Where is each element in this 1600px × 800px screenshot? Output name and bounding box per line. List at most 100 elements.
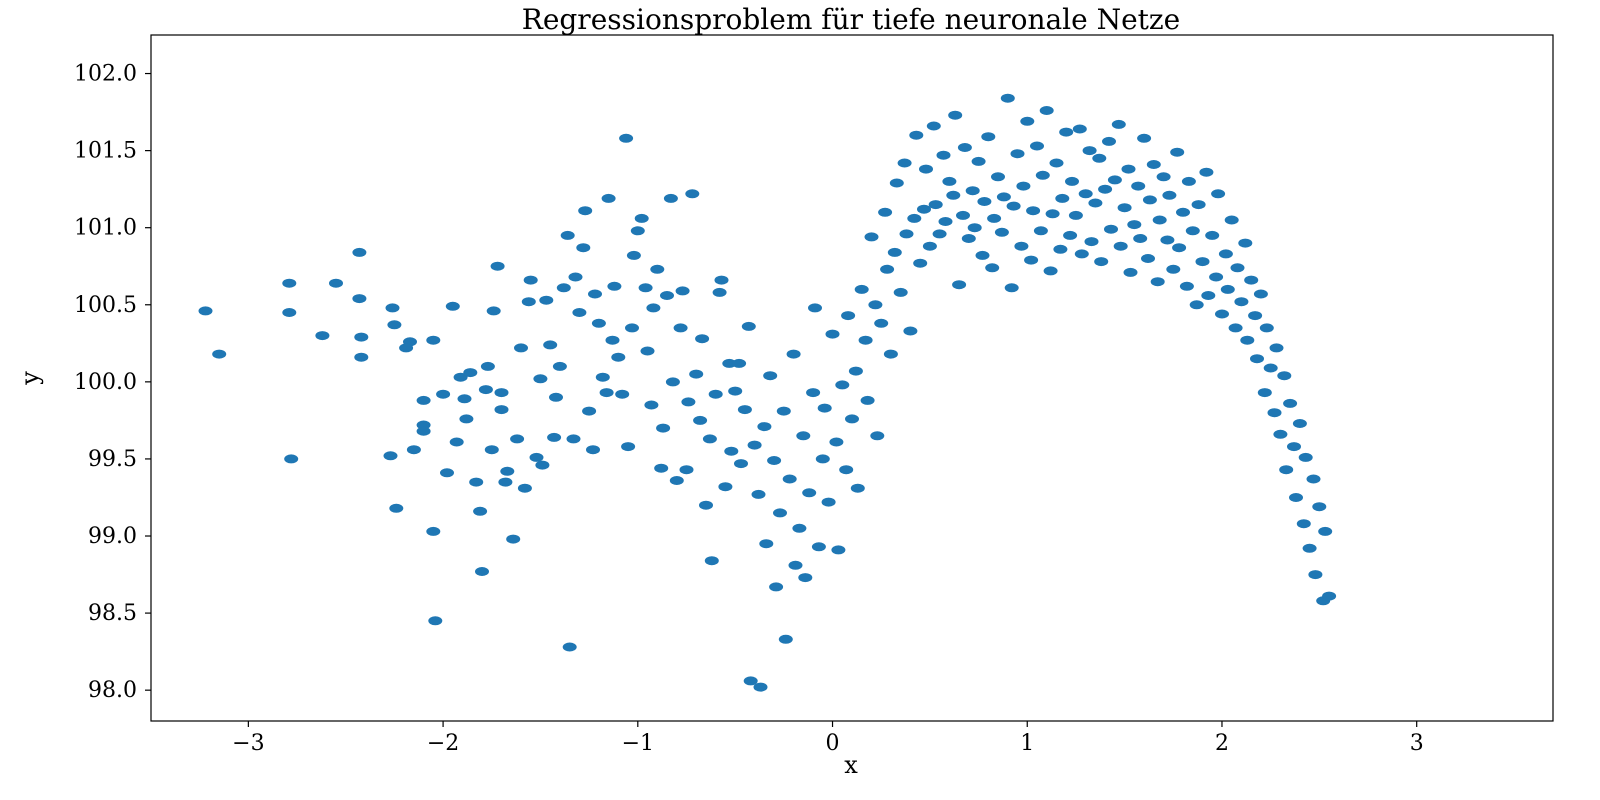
scatter-point: [987, 213, 1002, 223]
scatter-point: [718, 482, 733, 492]
scatter-point: [282, 278, 297, 288]
scatter-point: [1059, 127, 1074, 137]
scatter-point: [646, 303, 661, 313]
scatter-point: [850, 483, 865, 493]
scatter-point: [956, 210, 970, 220]
scatter-point: [854, 284, 869, 294]
scatter-point: [1049, 158, 1064, 168]
scatter-point: [977, 197, 992, 206]
scatter-point: [1152, 215, 1167, 225]
scatter-point: [936, 150, 951, 160]
scatter-point: [1224, 215, 1239, 225]
scatter-point: [533, 374, 548, 384]
scatter-point: [695, 334, 710, 344]
scatter-point: [1045, 209, 1060, 219]
scatter-point: [1170, 147, 1185, 157]
scatter-point: [498, 477, 513, 487]
scatter-point: [1084, 237, 1099, 247]
scatter-point: [751, 489, 766, 499]
scatter-point: [864, 232, 879, 242]
scatter-point: [656, 423, 671, 433]
y-tick-label: 100.0: [74, 370, 137, 395]
scatter-point: [406, 445, 421, 455]
scatter-point: [825, 329, 840, 339]
scatter-point: [788, 560, 803, 570]
scatter-point: [1033, 226, 1048, 236]
scatter-point: [601, 193, 616, 203]
scatter-point: [903, 326, 918, 336]
scatter-point: [811, 542, 826, 552]
scatter-point: [919, 164, 933, 174]
scatter-point: [1298, 452, 1313, 462]
scatter-point: [1088, 198, 1103, 208]
scatter-point: [1172, 243, 1187, 253]
scatter-point: [679, 465, 694, 475]
scatter-point: [1035, 170, 1050, 180]
scatter-point: [660, 291, 674, 300]
scatter-point: [1113, 241, 1128, 251]
scatter-point: [1195, 257, 1210, 267]
scatter-point: [1240, 335, 1255, 345]
scatter-point: [1263, 363, 1278, 373]
scatter-point: [354, 352, 369, 362]
scatter-point: [1238, 238, 1253, 248]
scatter-point: [946, 190, 961, 200]
scatter-point: [1269, 343, 1284, 353]
scatter-point: [1160, 235, 1175, 245]
scatter-point: [1146, 160, 1161, 169]
scatter-point: [626, 250, 641, 260]
scatter-point: [922, 241, 937, 251]
scatter-point: [880, 264, 895, 274]
scatter-point: [1218, 249, 1233, 259]
scatter-point: [389, 503, 404, 513]
scatter-point: [543, 340, 558, 350]
scatter-point: [1181, 176, 1196, 186]
scatter-point: [699, 500, 713, 510]
scatter-point: [1137, 133, 1152, 143]
scatter-point: [510, 434, 525, 444]
scatter-point: [1248, 311, 1263, 321]
scatter-point: [282, 308, 297, 317]
scatter-point: [1292, 419, 1307, 428]
scatter-point: [1078, 189, 1093, 199]
scatter-point: [942, 176, 957, 186]
scatter-point: [734, 459, 748, 469]
scatter-point: [1283, 398, 1298, 408]
data-points: [198, 93, 1337, 692]
scatter-point: [831, 545, 846, 555]
scatter-point: [786, 349, 801, 359]
scatter-point: [615, 389, 630, 399]
scatter-point: [591, 318, 606, 328]
scatter-point: [689, 369, 704, 379]
scatter-point: [1267, 408, 1282, 418]
scatter-point: [724, 446, 739, 456]
x-axis-ticks: −3 −2 −1 0 1 2 3: [232, 721, 1424, 756]
scatter-point: [952, 280, 967, 290]
scatter-point: [383, 451, 398, 461]
scatter-point: [685, 189, 700, 199]
y-tick-label: 101.5: [74, 139, 137, 164]
scatter-point: [693, 415, 708, 425]
x-tick-label: 2: [1215, 731, 1229, 756]
scatter-point: [965, 186, 980, 196]
scatter-point: [582, 406, 597, 416]
scatter-point: [704, 556, 719, 566]
scatter-point: [1302, 543, 1317, 553]
scatter-point: [514, 343, 528, 353]
chart-title: Regressionsproblem für tiefe neuronale N…: [522, 3, 1181, 36]
scatter-point: [1020, 116, 1035, 126]
scatter-point: [562, 642, 577, 652]
scatter-point: [753, 682, 768, 692]
scatter-point: [913, 258, 928, 268]
scatter-point: [1279, 465, 1294, 475]
scatter-point: [1322, 591, 1337, 601]
scatter-point: [1141, 254, 1155, 263]
scatter-point: [961, 234, 976, 243]
scatter-point: [595, 372, 610, 382]
x-axis-label: x: [844, 751, 858, 779]
scatter-point: [732, 358, 747, 368]
scatter-point: [1000, 93, 1015, 103]
scatter-point: [576, 243, 591, 253]
scatter-point: [416, 426, 431, 436]
scatter-point: [568, 272, 583, 282]
